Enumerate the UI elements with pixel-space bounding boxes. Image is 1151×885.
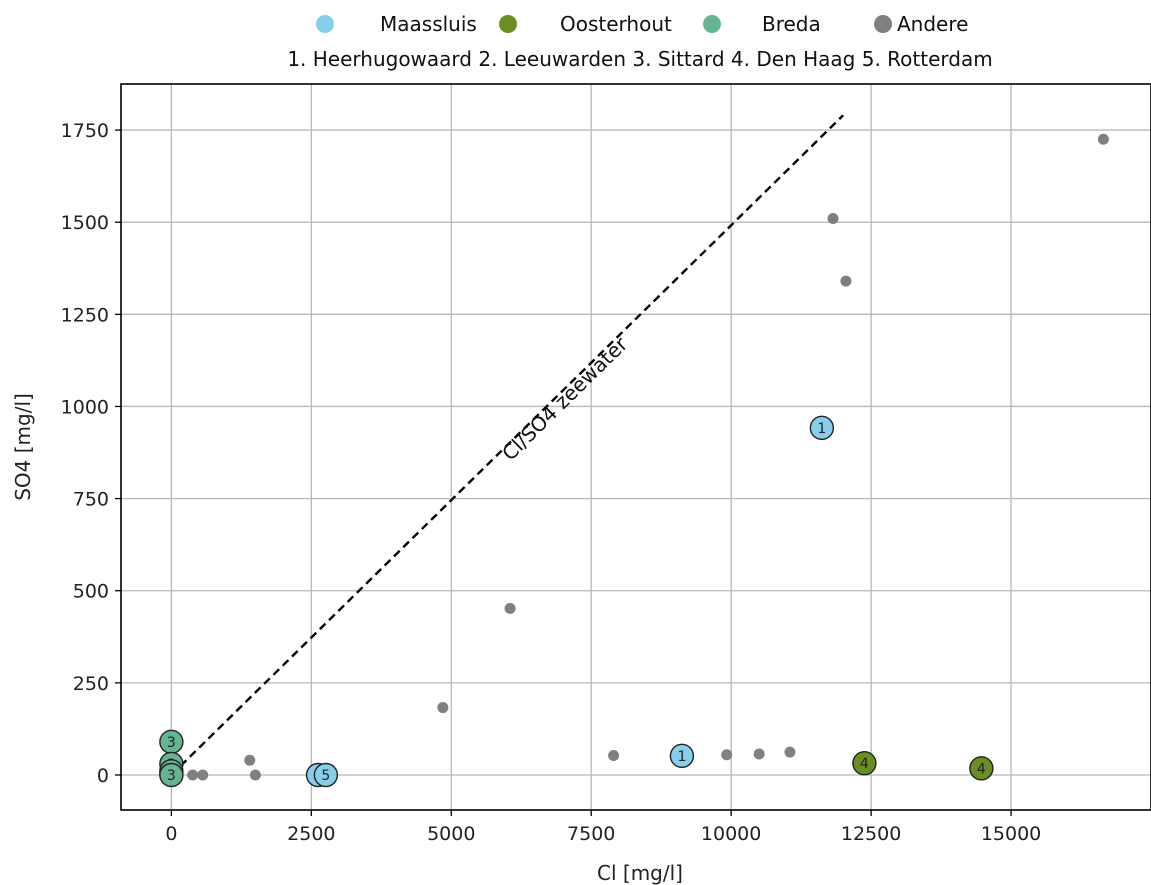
point-label: 1: [677, 749, 686, 765]
legend-label-maassluis: Maassluis: [380, 12, 477, 36]
point-andere: [244, 754, 256, 766]
x-tick-label: 5000: [427, 823, 475, 845]
x-tick-label: 7500: [567, 823, 615, 845]
legend-marker-andere: [874, 15, 892, 33]
reference-line-group: Cl/SO4 zeewater: [170, 114, 844, 776]
x-axis-label: Cl [mg/l]: [597, 861, 683, 885]
legend: Maassluis Oosterhout Breda Andere: [316, 12, 968, 36]
y-tick-label: 250: [73, 673, 109, 695]
legend-marker-oosterhout: [499, 15, 517, 33]
point-andere: [721, 749, 733, 761]
labeled-point-breda: [159, 762, 184, 788]
point-andere: [1097, 133, 1109, 145]
y-axis-label: SO4 [mg/l]: [11, 393, 35, 501]
point-andere: [840, 275, 852, 287]
labeled-point-oosterhout: [852, 750, 877, 776]
legend-label-oosterhout: Oosterhout: [560, 12, 672, 36]
legend-marker-breda: [703, 15, 721, 33]
y-tick-label: 1250: [61, 304, 109, 326]
labeled-point-oosterhout: [969, 756, 994, 781]
point-label: 3: [167, 735, 176, 751]
point-andere: [827, 213, 839, 225]
point-andere: [187, 769, 199, 781]
point-label: 4: [860, 756, 869, 772]
labeled-point-maassluis: [313, 762, 339, 788]
legend-subtitle: 1. Heerhugowaard 2. Leeuwarden 3. Sittar…: [287, 47, 992, 71]
seawater-ratio-line: [170, 114, 844, 776]
labeled-point-maassluis: [809, 415, 835, 441]
x-tick-label: 15000: [981, 823, 1041, 845]
y-tick-label: 0: [97, 765, 109, 787]
plot-frame: [120, 83, 1151, 811]
point-label: 5: [321, 768, 330, 784]
y-tick-label: 1500: [61, 212, 109, 234]
point-label: 1: [817, 421, 826, 437]
point-andere: [608, 749, 620, 761]
x-axis-ticks: 0 2500 5000 7500 10000 12500 15000: [165, 810, 1041, 845]
point-andere: [249, 769, 261, 781]
grid: [121, 84, 1151, 810]
point-andere: [197, 769, 209, 781]
legend-label-andere: Andere: [897, 12, 968, 36]
y-tick-label: 1750: [61, 120, 109, 142]
y-axis-ticks: 0 250 500 750 1000 1250 1500 1750: [61, 120, 121, 787]
labeled-point-maassluis: [669, 743, 695, 769]
point-andere: [753, 748, 765, 760]
y-tick-label: 1000: [61, 396, 109, 418]
point-andere: [784, 746, 796, 758]
point-label: 3: [167, 768, 176, 784]
y-tick-label: 500: [73, 581, 109, 603]
y-tick-label: 750: [73, 489, 109, 511]
point-label: 4: [977, 761, 986, 777]
x-tick-label: 10000: [701, 823, 761, 845]
seawater-line-label: Cl/SO4 zeewater: [497, 331, 633, 465]
x-tick-label: 0: [165, 823, 177, 845]
point-andere: [504, 602, 516, 614]
legend-marker-maassluis: [316, 15, 334, 33]
point-andere: [437, 702, 449, 714]
legend-label-breda: Breda: [762, 12, 821, 36]
x-tick-label: 12500: [841, 823, 901, 845]
x-tick-label: 2500: [287, 823, 335, 845]
data-points: 11554433333: [159, 133, 1109, 788]
